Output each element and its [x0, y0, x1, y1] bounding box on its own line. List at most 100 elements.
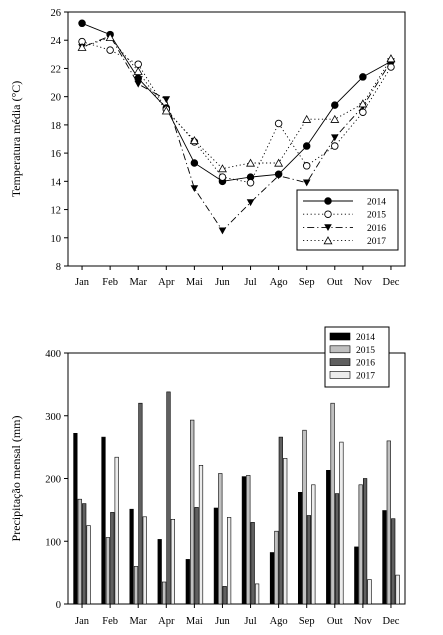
- bar-2014-feb: [101, 436, 106, 605]
- line-legend-box: [296, 189, 399, 251]
- bar-x-tick-label: Sep: [299, 616, 315, 627]
- point-2017-apr: [161, 106, 171, 115]
- bar-x-tick-label: Jan: [75, 616, 90, 627]
- line-x-tick-label: Apr: [158, 277, 175, 288]
- point-2016-mar: [134, 80, 143, 88]
- bar-y-axis-label: Precipitação mensal (mm): [9, 416, 23, 542]
- bar-2017-mar: [142, 516, 147, 605]
- point-2017-mai: [189, 135, 199, 145]
- bar-2016-feb: [110, 512, 115, 605]
- line-y-tick-label: 24: [51, 36, 62, 47]
- line-x-tick-label: Feb: [102, 277, 118, 288]
- bar-2014-mar: [129, 508, 134, 605]
- bar-2015-jan: [77, 498, 82, 605]
- line-y-tick-label: 16: [51, 149, 62, 160]
- bar-x-tick-label: Jun: [215, 616, 230, 627]
- bar-2015-dec: [386, 440, 391, 605]
- point-2015-jul: [246, 178, 255, 187]
- line-series-2015: [81, 41, 392, 184]
- bar-2017-jul: [255, 583, 260, 605]
- line-x-tick-label: Dec: [383, 277, 400, 288]
- point-2015-sep: [302, 162, 311, 170]
- bar-2014-out: [326, 469, 331, 605]
- line-x-tick-label: Jul: [244, 277, 256, 288]
- bar-2016-mar: [138, 402, 143, 605]
- bar-2014-nov: [354, 546, 359, 605]
- line-series-2016: [81, 35, 392, 232]
- point-2016-mai: [190, 185, 199, 192]
- bar-x-tick-label: Ago: [270, 616, 288, 627]
- bar-y-tick-label: 0: [56, 600, 61, 611]
- bar-2017-jun: [227, 517, 232, 605]
- point-2015-ago: [274, 119, 283, 128]
- bar-y-tick-label: 400: [45, 349, 61, 360]
- point-2017-ago: [274, 158, 284, 167]
- bar-2015-mar: [133, 566, 139, 605]
- point-2017-feb: [105, 32, 115, 41]
- point-2016-jun: [218, 227, 227, 235]
- point-2015-jun: [218, 173, 227, 181]
- bar-2016-jul: [250, 522, 255, 605]
- line-x-tick-label: Sep: [299, 277, 315, 288]
- bar-2017-nov: [367, 579, 372, 605]
- point-2014-jan: [78, 19, 86, 28]
- bar-2017-mai: [198, 464, 204, 605]
- point-2017-jul: [246, 158, 256, 167]
- bar-2015-apr: [162, 581, 167, 605]
- bar-legend-label: 2016: [356, 359, 375, 369]
- bar-legend-label: 2017: [356, 371, 375, 381]
- bar-x-tick-label: Mai: [186, 616, 203, 627]
- point-2017-dec: [386, 54, 396, 63]
- line-legend-marker-2014: [324, 197, 332, 205]
- bar-2014-mai: [185, 559, 190, 605]
- line-y-tick-label: 10: [51, 234, 62, 245]
- bar-x-tick-label: Dec: [383, 616, 400, 627]
- line-x-tick-label: Jun: [215, 277, 230, 288]
- line-legend-marker-2017: [323, 236, 333, 245]
- line-series-2017: [81, 36, 392, 170]
- bar-legend-swatch-2017: [329, 371, 351, 379]
- point-2017-jan: [77, 42, 87, 51]
- point-2017-out: [330, 114, 340, 123]
- point-2017-mar: [133, 66, 143, 75]
- bar-2017-jan: [86, 525, 91, 605]
- point-2015-feb: [106, 46, 114, 54]
- bar-2015-out: [330, 402, 335, 605]
- bar-x-tick-label: Apr: [158, 616, 175, 627]
- bar-2016-dec: [391, 518, 396, 605]
- bar-2016-out: [334, 493, 340, 605]
- point-2017-jun: [217, 164, 227, 173]
- bar-2015-feb: [105, 537, 110, 605]
- bar-2016-ago: [278, 436, 283, 605]
- bar-2014-sep: [297, 491, 303, 605]
- bar-2017-feb: [114, 456, 119, 605]
- bar-2015-jun: [218, 473, 223, 605]
- bar-2014-jun: [213, 507, 219, 605]
- bar-legend-swatch-2014: [329, 332, 351, 341]
- bar-legend-label: 2014: [356, 333, 375, 343]
- point-2014-nov: [359, 73, 367, 81]
- bar-2016-mai: [194, 507, 199, 605]
- line-y-tick-label: 12: [51, 206, 62, 217]
- bar-y-tick-label: 200: [45, 475, 61, 486]
- bar-2017-ago: [283, 458, 288, 605]
- line-legend-label: 2016: [367, 224, 386, 234]
- line-y-tick-label: 18: [51, 121, 62, 132]
- line-x-tick-label: Mar: [129, 277, 147, 288]
- line-y-tick-label: 8: [56, 262, 61, 273]
- bar-2014-ago: [269, 552, 275, 605]
- bar-y-tick-label: 100: [45, 537, 61, 548]
- point-2014-mai: [190, 159, 199, 167]
- point-2015-out: [331, 142, 339, 150]
- bar-2016-apr: [166, 391, 171, 605]
- point-2014-sep: [302, 142, 311, 150]
- line-legend-marker-2016: [324, 224, 332, 231]
- line-series-2014: [81, 22, 392, 182]
- bar-x-tick-label: Feb: [102, 616, 118, 627]
- line-y-tick-label: 26: [51, 8, 62, 19]
- bar-x-tick-label: Out: [327, 616, 343, 627]
- line-x-tick-label: Mai: [186, 277, 203, 288]
- point-2016-out: [330, 134, 339, 142]
- line-x-tick-label: Ago: [270, 277, 288, 288]
